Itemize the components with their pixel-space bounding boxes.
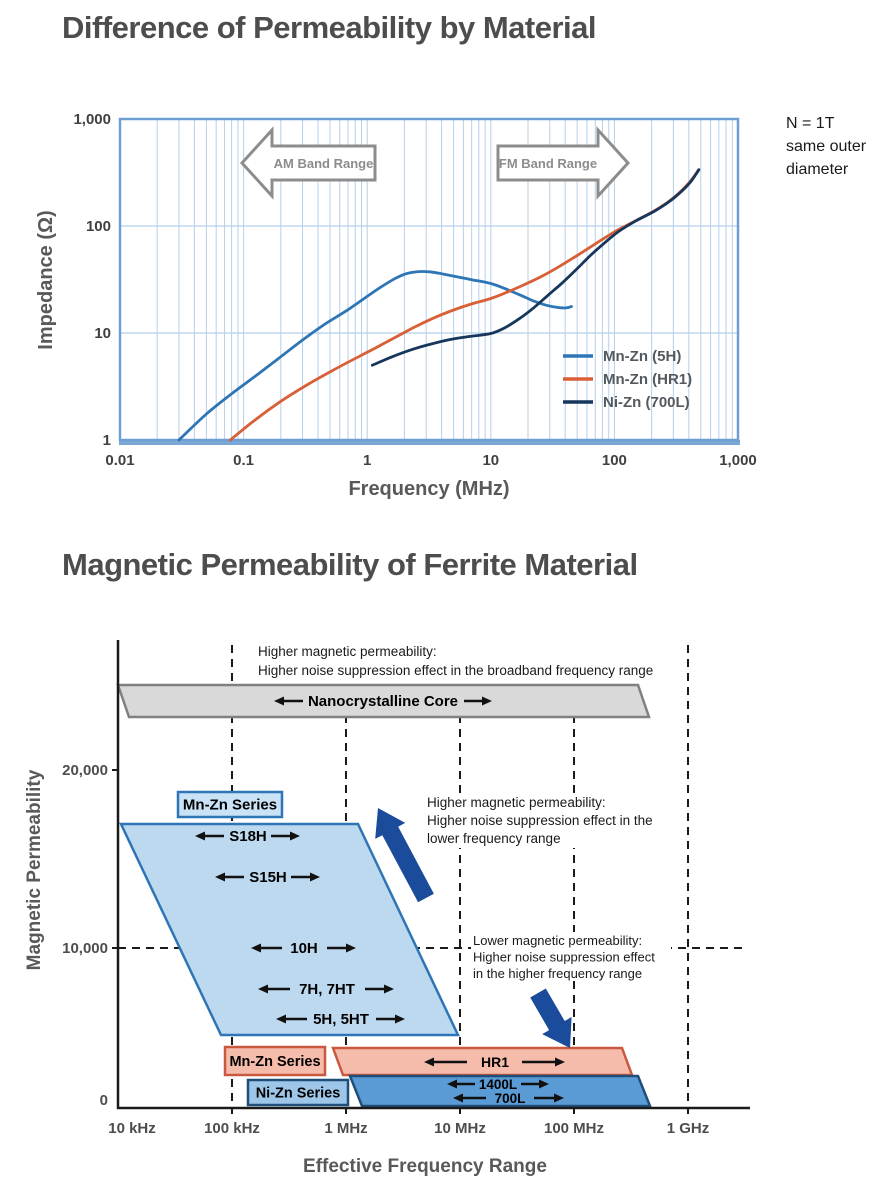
x-tick-label: 100 kHz [204,1120,260,1137]
note: Higher magnetic permeability: Higher nois… [425,794,671,848]
y-tick-label: 1 [103,432,111,449]
grid [120,119,738,440]
band-label: 7H, 7HT [299,981,355,998]
x-tick-label: 100 MHz [544,1120,604,1137]
x-axis-title: Effective Frequency Range [303,1156,547,1177]
section1-title: Difference of Permeability by Material [62,10,597,45]
left-arrow-icon [215,872,225,882]
y-tick-label: 20,000 [62,762,108,779]
note: Lower magnetic permeability: Higher noise… [471,932,671,981]
band-label: HR1 [481,1054,509,1070]
x-tick-label: 100 [602,452,627,469]
band-label: Nanocrystalline Core [308,693,458,710]
left-arrow-icon [276,1014,286,1024]
note-text: Lower magnetic permeability: Higher noise… [473,933,655,981]
note: Higher magnetic permeability: Higher nois… [254,641,654,681]
y-tick-label: 1,000 [73,111,111,128]
plot-frame [118,117,740,442]
note-text: Higher magnetic permeability: Higher nois… [258,644,653,678]
band-shape [348,1074,652,1108]
band-arrow-label: AM Band Range [274,156,374,171]
permeability-diagram: Nanocrystalline Core S18H S15H 10H 7H, 7HT 5H… [24,640,750,1177]
y-tick-label: 100 [86,218,111,235]
right-arrow-icon [482,696,492,706]
right-arrow-icon [395,1014,405,1024]
band-label: 10H [290,940,318,957]
right-arrow-icon [539,1079,549,1089]
label-box-text: Mn-Zn Series [229,1054,320,1070]
section2-title: Magnetic Permeability of Ferrite Materia… [62,547,638,582]
right-arrow-icon [310,872,320,882]
right-arrow-icon [290,831,300,841]
series-label-box: Mn-Zn Series [223,1045,327,1077]
x-axis-title: Frequency (MHz) [348,478,509,500]
x-tick-label: 1 GHz [667,1120,710,1137]
left-arrow-icon [258,984,268,994]
axes [116,640,750,1110]
legend-label: Ni-Zn (700L) [603,394,690,411]
left-arrow-icon [424,1057,434,1067]
band-label: S15H [249,869,287,886]
winding-note: N = 1T same outer diameter [786,115,867,178]
y-axis-title: Magnetic Permeability [24,769,45,970]
left-arrow-icon [251,943,261,953]
y-axis-title: Impedance (Ω) [35,210,57,349]
series-Mn-Zn (5H) [177,270,573,442]
x-tick-label: 0.1 [233,452,254,469]
y-tick-label: 10,000 [62,940,108,957]
band-shape [116,683,651,719]
note-bg [254,641,654,681]
label-box [246,1078,350,1107]
x-tick-label: 0.01 [105,452,134,469]
right-block-arrow-icon [496,126,631,200]
x-tick-label: 1,000 [719,452,757,469]
left-block-arrow-icon [239,126,377,200]
x-tick-label: 10 MHz [434,1120,486,1137]
series-label-box: Ni-Zn Series [246,1078,350,1107]
note-text: Higher magnetic permeability: Higher nois… [427,795,653,846]
label-box-text: Mn-Zn Series [183,797,277,814]
y-tick-label: 0 [100,1092,108,1109]
right-arrow-icon [555,1057,565,1067]
label-box [223,1045,327,1077]
legend: Mn-Zn (5H) Mn-Zn (HR1) Ni-Zn (700L) [563,348,692,411]
band-arrow-label: FM Band Range [499,156,597,171]
series-Ni-Zn (700L) [370,168,701,367]
left-arrow-icon [447,1079,457,1089]
band-nanocrystalline-core: Nanocrystalline Core [116,683,651,719]
band-label: 1400L [479,1077,517,1092]
legend-label: Mn-Zn (HR1) [603,371,692,388]
band-shape [119,822,460,1037]
left-arrow-icon [274,696,284,706]
x-tick-label: 1 MHz [324,1120,367,1137]
am-band-arrow: AM Band Range [239,126,377,200]
x-tick-label: 1 [363,452,371,469]
band-label: 700L [495,1091,526,1106]
band-mn-zn-high-permeability: S18H S15H 10H 7H, 7HT 5H, 5HT [119,822,460,1037]
x-tick-label: 10 [482,452,499,469]
band-label: S18H [229,828,267,845]
x-tick-label: 10 kHz [108,1120,156,1137]
right-arrow-icon [346,943,356,953]
band-hr1-band: HR1 [331,1046,634,1077]
note-bg [471,932,671,981]
toward-higher-permeability-arrow [375,808,434,903]
right-arrow-icon [384,984,394,994]
series-label-box: Mn-Zn Series [176,790,284,819]
band-label: 5H, 5HT [313,1011,369,1028]
right-arrow-icon [554,1093,564,1103]
label-box-text: Ni-Zn Series [256,1086,341,1102]
y-tick-label: 10 [94,325,111,342]
fm-band-arrow: FM Band Range [496,126,631,200]
left-arrow-icon [453,1093,463,1103]
left-arrow-icon [195,831,205,841]
legend-label: Mn-Zn (5H) [603,348,681,365]
toward-higher-frequency-arrow [530,988,572,1048]
note-bg [425,794,671,848]
label-box [176,790,284,819]
